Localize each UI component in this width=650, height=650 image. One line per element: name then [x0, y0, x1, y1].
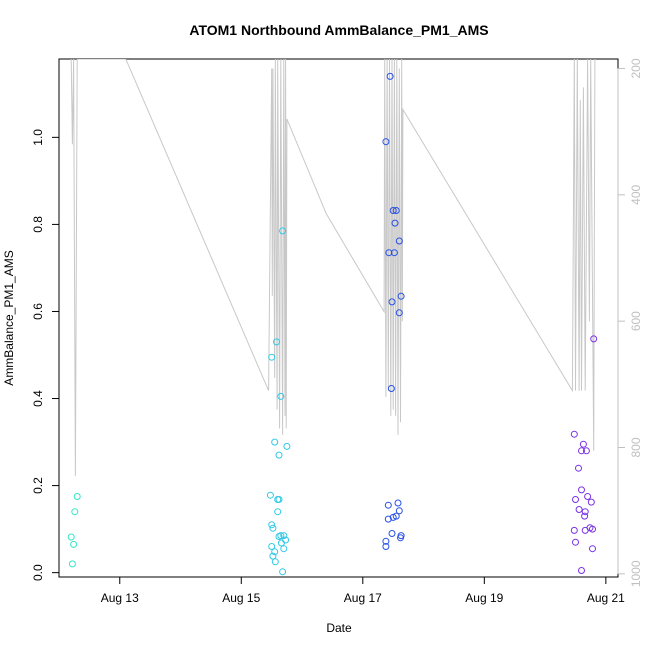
- data-point: [271, 548, 279, 556]
- y2-tick-label: 600: [629, 311, 643, 331]
- data-point: [269, 552, 277, 560]
- data-point: [572, 496, 579, 503]
- data-point: [570, 430, 578, 438]
- data-point: [581, 512, 589, 520]
- x-tick-label: Aug 19: [465, 591, 503, 605]
- data-point: [582, 447, 590, 455]
- x-tick-label: Aug 13: [101, 591, 139, 605]
- data-point: [386, 72, 394, 80]
- y2-tick-label: 400: [629, 184, 643, 204]
- data-point: [581, 508, 589, 516]
- data-point: [68, 560, 76, 568]
- data-point: [391, 219, 399, 227]
- data-point: [279, 568, 287, 576]
- data-point: [578, 567, 585, 574]
- y-tick-label: 1.0: [31, 129, 45, 146]
- data-point: [575, 464, 582, 472]
- data-point: [392, 207, 400, 214]
- data-point: [277, 392, 285, 400]
- data-point: [269, 524, 277, 532]
- data-point: [70, 540, 78, 548]
- data-point: [384, 501, 392, 509]
- y-axis-label: AmmBalance_PM1_AMS: [2, 250, 16, 385]
- data-point: [590, 335, 598, 343]
- secondary-line-layer: [70, 59, 596, 476]
- data-point: [275, 533, 283, 540]
- data-point: [397, 292, 405, 300]
- data-point: [397, 534, 404, 542]
- data-point: [268, 521, 276, 529]
- data-point: [589, 545, 596, 553]
- data-point: [277, 539, 285, 547]
- data-point: [395, 309, 403, 317]
- y-tick-label: 0.8: [31, 216, 45, 233]
- x-tick-label: Aug 17: [344, 591, 382, 605]
- data-point: [283, 442, 291, 450]
- data-point: [280, 545, 288, 553]
- data-point: [575, 506, 583, 513]
- data-point: [382, 138, 390, 146]
- data-point: [275, 451, 283, 459]
- data-point: [584, 493, 592, 500]
- data-point: [388, 530, 396, 537]
- data-point: [382, 537, 390, 545]
- chart-title: ATOM1 Northbound AmmBalance_PM1_AMS: [189, 22, 488, 38]
- data-point: [271, 438, 279, 446]
- data-point: [268, 353, 276, 361]
- data-point: [578, 486, 585, 494]
- data-point: [589, 525, 596, 533]
- y-tick-label: 0.6: [31, 303, 45, 320]
- secondary-line: [70, 59, 596, 476]
- data-point: [382, 543, 390, 550]
- data-point: [384, 515, 392, 523]
- data-point: [71, 508, 79, 516]
- x-tick-label: Aug 15: [222, 591, 260, 605]
- y2-tick-label: 1000: [629, 560, 643, 587]
- data-point: [394, 499, 402, 507]
- axes-layer: Aug 13 Aug 15 Aug 17 Aug 19 Aug 21 0.0 0.2 0.4 0…: [31, 58, 643, 605]
- data-point: [271, 558, 279, 566]
- x-axis-label: Date: [326, 621, 352, 635]
- data-point: [395, 507, 403, 515]
- data-point: [578, 447, 585, 455]
- data-point: [279, 227, 287, 235]
- data-point: [388, 298, 396, 306]
- data-point: [389, 513, 397, 521]
- y2-tick-label: 200: [629, 58, 643, 78]
- data-point: [579, 440, 587, 448]
- y2-tick-label: 800: [629, 437, 643, 457]
- data-point: [570, 526, 578, 534]
- data-point: [389, 207, 397, 214]
- data-point: [67, 533, 75, 541]
- y-tick-label: 0.4: [31, 390, 45, 407]
- data-point: [275, 496, 283, 503]
- data-point: [581, 526, 589, 534]
- data-point: [274, 508, 282, 516]
- data-point: [268, 543, 276, 550]
- data-point: [390, 249, 398, 257]
- plot-frame: [58, 58, 619, 578]
- y-tick-label: 0.0: [31, 564, 45, 581]
- data-point: [280, 532, 288, 540]
- data-point: [587, 498, 595, 506]
- data-point: [395, 237, 403, 245]
- points-layer: [67, 72, 598, 576]
- data-point: [266, 491, 274, 499]
- data-point: [572, 538, 579, 546]
- data-point: [273, 338, 280, 346]
- data-point: [387, 385, 395, 392]
- data-point: [73, 493, 81, 500]
- x-tick-label: Aug 21: [587, 591, 625, 605]
- y-tick-label: 0.2: [31, 477, 45, 494]
